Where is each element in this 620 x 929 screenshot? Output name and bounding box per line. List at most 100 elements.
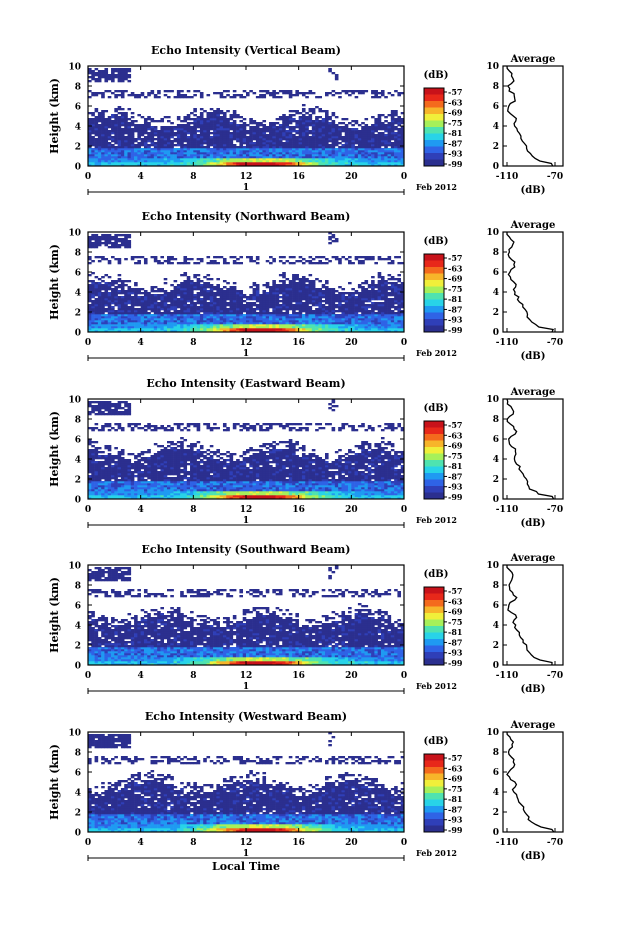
heatmap-cell — [101, 148, 105, 151]
heatmap-cell — [354, 258, 359, 261]
heatmap-cell — [295, 328, 299, 331]
heatmap-cell — [130, 128, 135, 131]
heatmap-cell — [209, 298, 214, 301]
heatmap-cell — [232, 262, 237, 265]
heatmap-cell — [91, 288, 95, 291]
heatmap-cell — [374, 304, 378, 307]
heatmap-cell — [348, 320, 352, 323]
heatmap-cell — [114, 138, 118, 141]
heatmap-cell — [331, 316, 336, 319]
heatmap-cell — [325, 162, 329, 165]
heatmap-cell — [255, 298, 260, 301]
heatmap-cell — [173, 140, 178, 143]
heatmap-cell — [334, 300, 339, 303]
heatmap-cell — [170, 328, 174, 331]
heatmap-cell — [196, 310, 201, 313]
heatmap-cell — [157, 162, 161, 165]
heatmap-cell — [282, 154, 286, 157]
heatmap-cell — [209, 316, 214, 319]
heatmap-cell — [288, 142, 293, 145]
heatmap-cell — [305, 122, 309, 125]
heatmap-cell — [325, 146, 329, 149]
heatmap-cell — [390, 148, 395, 151]
heatmap-cell — [278, 304, 283, 307]
heatmap-cell — [308, 320, 313, 323]
heatmap-cell — [114, 236, 118, 239]
heatmap-cell — [226, 316, 230, 319]
heatmap-cell — [301, 316, 306, 319]
colorbar-swatch — [424, 114, 444, 121]
heatmap-cell — [140, 116, 145, 119]
heatmap-cell — [338, 150, 342, 153]
heatmap-cell — [101, 76, 105, 79]
heatmap-cell — [143, 294, 148, 297]
heatmap-cell — [206, 314, 211, 317]
heatmap-cell — [94, 244, 99, 247]
heatmap-cell — [354, 148, 359, 151]
heatmap-cell — [199, 310, 204, 313]
heatmap-cell — [209, 308, 214, 311]
heatmap-cell — [354, 326, 359, 329]
heatmap-cell — [111, 136, 115, 139]
heatmap-cell — [213, 308, 217, 311]
heatmap-cell — [190, 300, 194, 303]
heatmap-cell — [305, 160, 309, 163]
heatmap-cell — [364, 312, 369, 315]
heatmap-cell — [127, 80, 132, 83]
heatmap-cell — [199, 326, 204, 329]
heatmap-cell — [344, 292, 349, 295]
heatmap-cell — [374, 134, 378, 137]
heatmap-cell — [246, 156, 250, 159]
heatmap-cell — [193, 90, 197, 93]
heatmap-cell — [213, 132, 217, 135]
heatmap-cell — [199, 142, 204, 145]
heatmap-cell — [130, 164, 135, 167]
heatmap-cell — [384, 162, 388, 165]
heatmap-cell — [140, 144, 145, 147]
heatmap-cell — [249, 138, 253, 141]
heatmap-cell — [236, 158, 240, 161]
heatmap-cell — [120, 152, 125, 155]
heatmap-cell — [308, 160, 313, 163]
heatmap-cell — [219, 130, 224, 133]
heatmap-cell — [321, 330, 326, 333]
heatmap-cell — [275, 130, 280, 133]
heatmap-cell — [246, 310, 250, 313]
heatmap-cell — [190, 154, 194, 157]
heatmap-cell — [384, 148, 388, 151]
heatmap-cell — [338, 298, 342, 301]
heatmap-cell — [282, 284, 286, 287]
heatmap-cell — [295, 292, 299, 295]
heatmap-cell — [377, 272, 382, 275]
heatmap-cell — [157, 154, 161, 157]
heatmap-cell — [308, 302, 313, 305]
heatmap-cell — [295, 136, 299, 139]
heatmap-cell — [265, 162, 270, 165]
heatmap-cell — [249, 326, 253, 329]
heatmap-cell — [222, 290, 227, 293]
heatmap-cell — [377, 322, 382, 325]
heatmap-cell — [321, 152, 326, 155]
heatmap-cell — [153, 154, 158, 157]
heatmap-cell — [232, 306, 237, 309]
heatmap-cell — [117, 310, 122, 313]
heatmap-cell — [91, 136, 95, 139]
heatmap-cell — [88, 294, 92, 297]
heatmap-cell — [140, 306, 145, 309]
heatmap-cell — [186, 140, 191, 143]
heatmap-cell — [117, 74, 122, 77]
heatmap-cell — [354, 328, 359, 331]
heatmap-cell — [278, 128, 283, 131]
colorbar-swatch — [424, 146, 444, 154]
heatmap-cell — [361, 308, 365, 311]
heatmap-cell — [380, 258, 385, 261]
heatmap-cell — [354, 316, 359, 319]
heatmap-cell — [275, 160, 280, 163]
heatmap-cell — [249, 132, 253, 135]
heatmap-cell — [278, 150, 283, 153]
heatmap-cell — [107, 120, 112, 123]
heatmap-cell — [259, 314, 263, 317]
heatmap-cell — [285, 136, 290, 139]
heatmap-cell — [203, 312, 207, 315]
heatmap-cell — [272, 312, 276, 315]
